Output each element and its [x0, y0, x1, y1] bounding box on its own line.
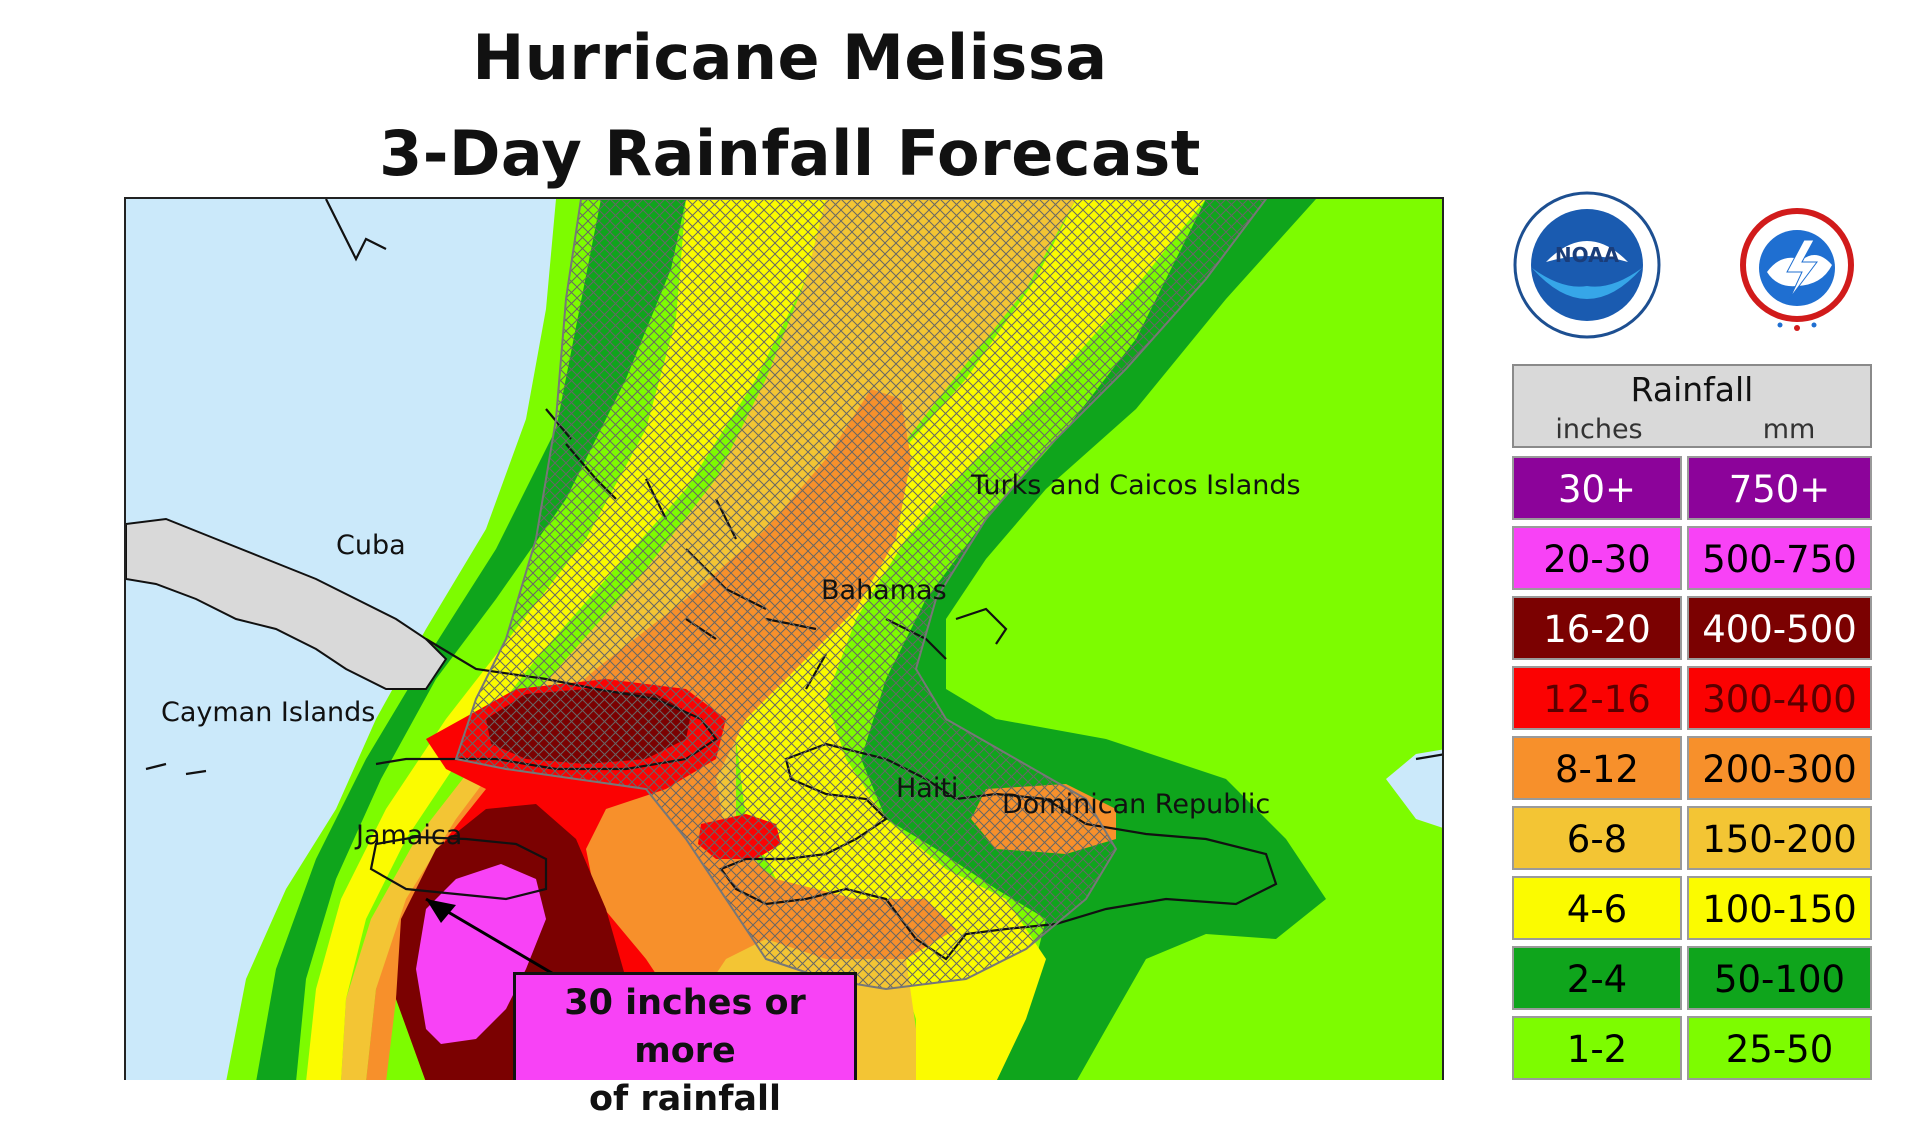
legend-row: 20-30 500-750	[1512, 526, 1872, 590]
legend-cell-mm: 50-100	[1687, 946, 1872, 1010]
legend-cell-mm: 400-500	[1687, 596, 1872, 660]
label-cayman: Cayman Islands	[161, 697, 375, 728]
map-title: Hurricane Melissa 3-Day Rainfall Forecas…	[150, 10, 1430, 202]
puerto-rico-edge	[1415, 753, 1442, 761]
legend-unit-inches: inches	[1555, 414, 1643, 445]
legend-row: 4-6 100-150	[1512, 876, 1872, 940]
legend-cell-mm: 300-400	[1687, 666, 1872, 730]
callout-arrowhead	[426, 899, 456, 923]
rainfall-map-svg: Cuba Cayman Islands Jamaica Bahamas Turk…	[126, 199, 1442, 1080]
hatched-overlay	[454, 199, 1268, 991]
legend-cell-inches: 20-30	[1512, 526, 1682, 590]
legend-row: 8-12 200-300	[1512, 736, 1872, 800]
label-haiti: Haiti	[896, 773, 958, 804]
legend-row: 16-20 400-500	[1512, 596, 1872, 660]
callout-line-1: 30 inches or more	[564, 983, 806, 1071]
legend-cell-mm: 500-750	[1687, 526, 1872, 590]
legend-cell-inches: 16-20	[1512, 596, 1682, 660]
legend-cell-inches: 30+	[1512, 456, 1682, 520]
cayman-islands	[145, 762, 207, 776]
legend-header: Rainfall inches mm	[1512, 364, 1872, 448]
legend-cell-mm: 100-150	[1687, 876, 1872, 940]
label-bahamas: Bahamas	[821, 575, 947, 606]
callout-line-2: of rainfall	[588, 1079, 782, 1119]
legend-row: 2-4 50-100	[1512, 946, 1872, 1010]
noaa-logo: NOAA	[1513, 191, 1661, 339]
legend-cell-mm: 750+	[1687, 456, 1872, 520]
legend-cell-inches: 6-8	[1512, 806, 1682, 870]
rainfall-legend: Rainfall inches mm 30+ 750+ 20-30 500-750 16…	[1512, 364, 1872, 1080]
jamaica-coast	[369, 835, 548, 901]
legend-cell-inches: 8-12	[1512, 736, 1682, 800]
title-line-2: 3-Day Rainfall Forecast	[379, 117, 1201, 190]
nws-logo	[1725, 193, 1869, 337]
title-line-1: Hurricane Melissa	[472, 21, 1108, 94]
label-turks-caicos: Turks and Caicos Islands	[970, 470, 1301, 501]
legend-row: 12-16 300-400	[1512, 666, 1872, 730]
label-jamaica: Jamaica	[354, 820, 462, 851]
legend-title: Rainfall	[1630, 370, 1754, 409]
label-dominican-republic: Dominican Republic	[1002, 789, 1270, 820]
legend-cell-inches: 12-16	[1512, 666, 1682, 730]
legend-cell-inches: 1-2	[1512, 1016, 1682, 1080]
legend-row: 6-8 150-200	[1512, 806, 1872, 870]
label-cuba: Cuba	[336, 530, 406, 561]
legend-cell-mm: 200-300	[1687, 736, 1872, 800]
florida-keys	[325, 199, 387, 262]
legend-row: 1-2 25-50	[1512, 1016, 1872, 1080]
callout-box: 30 inches or more of rainfall	[513, 972, 857, 1119]
rainfall-map: Cuba Cayman Islands Jamaica Bahamas Turk…	[124, 197, 1444, 1080]
legend-row: 30+ 750+	[1512, 456, 1872, 520]
noaa-logo-text: NOAA	[1555, 243, 1620, 267]
legend-cell-inches: 4-6	[1512, 876, 1682, 940]
cuba-west-land	[126, 517, 448, 690]
legend-cell-mm: 150-200	[1687, 806, 1872, 870]
legend-cell-inches: 2-4	[1512, 946, 1682, 1010]
legend-cell-mm: 25-50	[1687, 1016, 1872, 1080]
legend-unit-mm: mm	[1762, 414, 1816, 445]
turks-caicos	[955, 607, 1008, 645]
